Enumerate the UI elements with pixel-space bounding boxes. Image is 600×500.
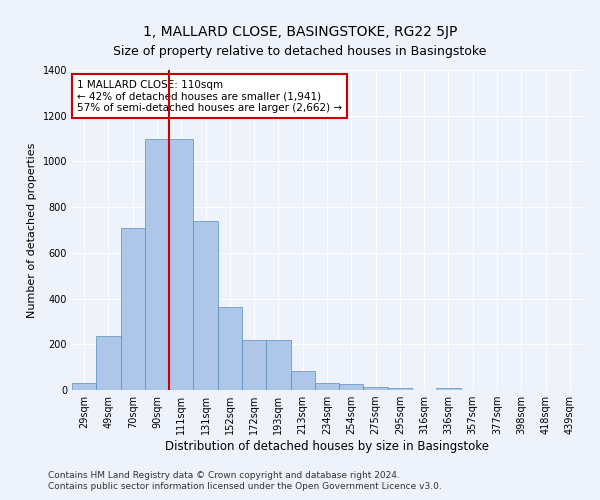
Text: Contains public sector information licensed under the Open Government Licence v3: Contains public sector information licen…	[48, 482, 442, 491]
Y-axis label: Number of detached properties: Number of detached properties	[27, 142, 37, 318]
Bar	[218, 306, 242, 390]
Bar	[145, 138, 169, 390]
Bar	[121, 228, 145, 390]
Bar	[364, 386, 388, 390]
Text: 1 MALLARD CLOSE: 110sqm
← 42% of detached houses are smaller (1,941)
57% of semi: 1 MALLARD CLOSE: 110sqm ← 42% of detache…	[77, 80, 342, 113]
Bar	[339, 384, 364, 390]
Bar	[266, 340, 290, 390]
Bar	[96, 336, 121, 390]
Bar	[193, 221, 218, 390]
Bar	[72, 383, 96, 390]
Bar	[290, 370, 315, 390]
Bar	[169, 138, 193, 390]
X-axis label: Distribution of detached houses by size in Basingstoke: Distribution of detached houses by size …	[165, 440, 489, 453]
Bar	[315, 383, 339, 390]
Bar	[242, 340, 266, 390]
Bar	[388, 388, 412, 390]
Text: 1, MALLARD CLOSE, BASINGSTOKE, RG22 5JP: 1, MALLARD CLOSE, BASINGSTOKE, RG22 5JP	[143, 25, 457, 39]
Text: Contains HM Land Registry data © Crown copyright and database right 2024.: Contains HM Land Registry data © Crown c…	[48, 470, 400, 480]
Bar	[436, 388, 461, 390]
Text: Size of property relative to detached houses in Basingstoke: Size of property relative to detached ho…	[113, 45, 487, 58]
